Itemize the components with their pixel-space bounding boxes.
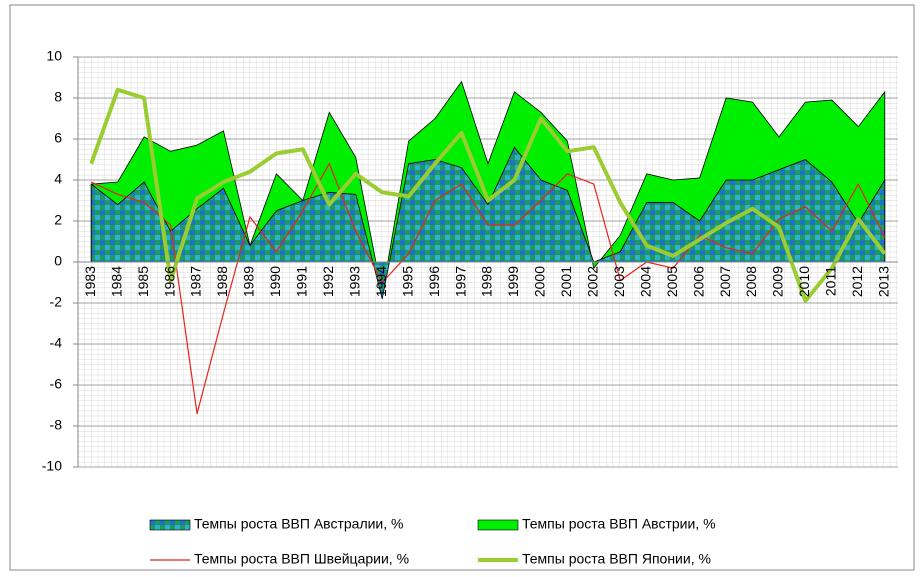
y-tick-label: 2 — [54, 212, 62, 228]
area — [90, 146, 886, 299]
y-tick-label: -2 — [50, 294, 63, 310]
legend-label: Темпы роста ВВП Австралии, % — [194, 516, 403, 532]
y-tick-label: 10 — [46, 48, 62, 64]
y-tick-label: -8 — [50, 417, 63, 433]
x-tick-label: 2010 — [796, 266, 812, 297]
line — [89, 87, 887, 303]
x-tick-label: 2002 — [585, 266, 601, 297]
x-tick-label: 1986 — [161, 266, 177, 297]
y-tick-label: 4 — [54, 171, 62, 187]
legend-label: Темпы роста ВВП Швейцарии, % — [194, 551, 409, 567]
x-tick-label: 2005 — [664, 266, 680, 297]
x-tick-label: 2000 — [532, 266, 548, 297]
x-tick-label: 2009 — [770, 266, 786, 297]
x-tick-label: 1999 — [505, 266, 521, 297]
x-tick-label: 2008 — [743, 266, 759, 297]
y-tick-label: -10 — [42, 458, 62, 474]
x-tick-label: 1992 — [320, 266, 336, 297]
x-tick-label: 2013 — [875, 266, 891, 297]
x-tick-label: 1984 — [108, 266, 124, 297]
x-tick-label: 2012 — [849, 266, 865, 297]
x-tick-label: 1985 — [135, 266, 151, 297]
x-tick-label: 2004 — [637, 266, 653, 297]
x-tick-label: 1988 — [214, 266, 230, 297]
y-tick-label: 0 — [54, 253, 62, 269]
x-tick-label: 1989 — [241, 266, 257, 297]
legend-label: Темпы роста ВВП Японии, % — [522, 551, 711, 567]
x-tick-label: 1991 — [294, 266, 310, 297]
x-tick-label: 1987 — [188, 266, 204, 297]
x-tick-label: 1983 — [82, 266, 98, 297]
x-tick-label: 1995 — [399, 266, 415, 297]
x-tick-label: 1990 — [267, 266, 283, 297]
x-tick-label: 2007 — [717, 266, 733, 297]
legend-label: Темпы роста ВВП Австрии, % — [522, 516, 716, 532]
line — [90, 163, 886, 415]
x-tick-label: 2006 — [690, 266, 706, 297]
y-tick-label: -4 — [50, 335, 63, 351]
y-tick-label: 8 — [54, 89, 62, 105]
x-tick-label: 1997 — [452, 266, 468, 297]
x-tick-label: 1996 — [426, 266, 442, 297]
x-tick-label: 1994 — [373, 266, 389, 297]
y-tick-label: -6 — [50, 376, 63, 392]
x-tick-label: 1998 — [479, 266, 495, 297]
x-tick-label: 1993 — [346, 266, 362, 297]
legend-swatch — [149, 519, 191, 531]
legend-swatch — [477, 519, 519, 531]
y-tick-label: 6 — [54, 130, 62, 146]
x-tick-label: 2011 — [823, 266, 839, 296]
x-tick-label: 2003 — [611, 266, 627, 297]
x-tick-label: 2001 — [558, 266, 574, 297]
